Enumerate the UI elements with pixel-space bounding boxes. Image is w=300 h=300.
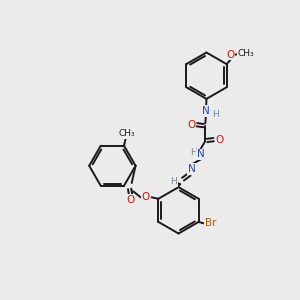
Text: H: H: [212, 110, 219, 119]
Text: H: H: [170, 177, 177, 186]
Text: N: N: [202, 106, 210, 116]
Text: CH₃: CH₃: [118, 129, 135, 138]
Text: O: O: [226, 50, 235, 60]
Text: O: O: [187, 120, 195, 130]
Text: Br: Br: [205, 218, 216, 228]
Text: N: N: [188, 164, 196, 174]
Text: N: N: [197, 149, 204, 160]
Text: O: O: [215, 135, 224, 145]
Text: H: H: [190, 148, 197, 158]
Text: O: O: [142, 192, 150, 202]
Text: O: O: [126, 195, 135, 205]
Text: CH₃: CH₃: [238, 49, 254, 58]
